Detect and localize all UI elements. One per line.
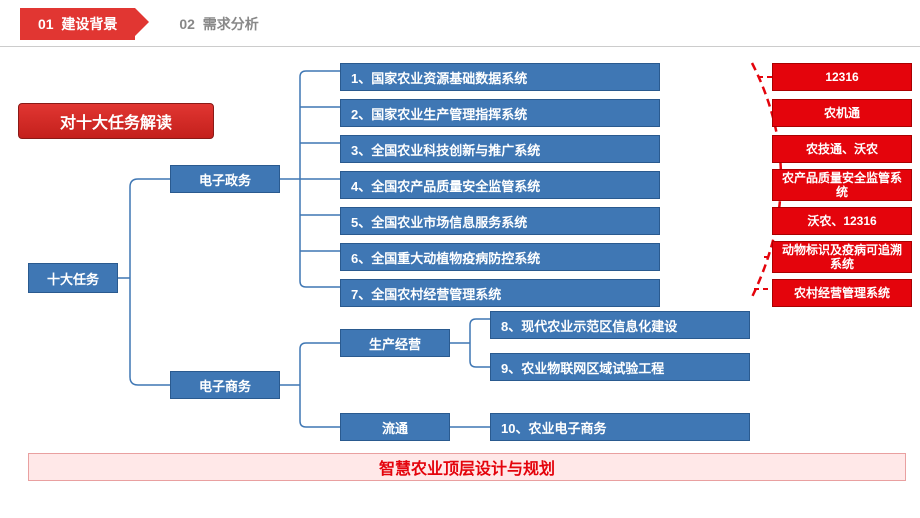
node-prod: 生产经营 — [340, 329, 450, 357]
tab-active-label: 建设背景 — [61, 14, 117, 34]
diagram: 对十大任务解读 十大任务 电子政务 电子商务 生产经营 流通 1、国家农业资源基… — [0, 57, 920, 487]
tab-active[interactable]: 01 建设背景 — [20, 8, 135, 40]
red-3: 农技通、沃农 — [772, 135, 912, 163]
task-8: 8、现代农业示范区信息化建设 — [490, 311, 750, 339]
task-5: 5、全国农业市场信息服务系统 — [340, 207, 660, 235]
tab-inactive[interactable]: 02 需求分析 — [155, 8, 282, 40]
red-5: 沃农、12316 — [772, 207, 912, 235]
tab-inactive-label: 需求分析 — [203, 16, 259, 32]
node-egov: 电子政务 — [170, 165, 280, 193]
red-2: 农机通 — [772, 99, 912, 127]
task-7: 7、全国农村经营管理系统 — [340, 279, 660, 307]
red-4: 农产品质量安全监管系统 — [772, 169, 912, 201]
task-2: 2、国家农业生产管理指挥系统 — [340, 99, 660, 127]
node-ecom: 电子商务 — [170, 371, 280, 399]
task-3: 3、全国农业科技创新与推广系统 — [340, 135, 660, 163]
red-7: 农村经营管理系统 — [772, 279, 912, 307]
node-flow: 流通 — [340, 413, 450, 441]
divider — [0, 46, 920, 47]
bottom-bar: 智慧农业顶层设计与规划 — [28, 453, 906, 481]
tab-active-num: 01 — [38, 16, 54, 32]
section-title: 对十大任务解读 — [18, 103, 214, 139]
red-6: 动物标识及疫病可追溯系统 — [772, 241, 912, 273]
task-4: 4、全国农产品质量安全监管系统 — [340, 171, 660, 199]
nav-tabs: 01 建设背景 02 需求分析 — [0, 0, 920, 40]
task-6: 6、全国重大动植物疫病防控系统 — [340, 243, 660, 271]
task-9: 9、农业物联网区域试验工程 — [490, 353, 750, 381]
tab-inactive-num: 02 — [179, 16, 195, 32]
node-root: 十大任务 — [28, 263, 118, 293]
task-1: 1、国家农业资源基础数据系统 — [340, 63, 660, 91]
task-10: 10、农业电子商务 — [490, 413, 750, 441]
red-1: 12316 — [772, 63, 912, 91]
